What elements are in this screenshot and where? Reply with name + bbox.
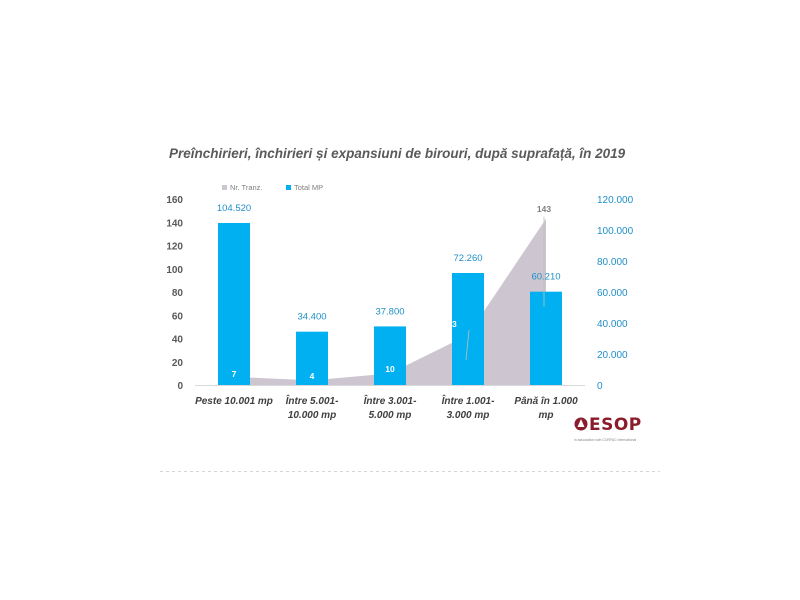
legend-label-nr-tranz: Nr. Tranz.	[230, 183, 263, 192]
area-data-label: 143	[537, 204, 551, 214]
y-left-tick-label: 100	[166, 265, 183, 276]
x-tick-label: Între 5.001-	[286, 394, 339, 407]
area-data-label: 4	[310, 371, 315, 381]
panel-bottom-border	[160, 471, 660, 472]
legend-label-total-mp: Total MP	[294, 183, 323, 192]
x-tick-label: mp	[539, 410, 554, 421]
legend-marker-total-mp	[286, 185, 291, 190]
bar-total-mp	[452, 272, 484, 385]
y-right-tick-label: 100.000	[597, 226, 634, 237]
x-tick-label: 10.000 mp	[288, 410, 336, 421]
y-left-tick-label: 120	[166, 242, 183, 253]
bar-total-mp	[218, 222, 250, 385]
y-right-tick-label: 120.000	[597, 195, 634, 206]
bar-total-mp	[530, 291, 562, 385]
bar-data-label: 104.520	[217, 203, 251, 214]
bar-total-mp	[296, 331, 328, 385]
y-left-tick-label: 0	[177, 381, 183, 392]
x-tick-label: Peste 10.001 mp	[195, 396, 273, 407]
y-left-tick-label: 80	[172, 288, 184, 299]
x-tick-label: 3.000 mp	[447, 410, 490, 421]
area-data-label: 7	[232, 369, 237, 379]
x-tick-label: 5.000 mp	[369, 410, 412, 421]
data-label-leader-line	[465, 329, 470, 361]
y-right-tick-label: 40.000	[597, 319, 628, 330]
esop-logo-icon	[574, 417, 588, 431]
y-left-tick-label: 20	[172, 358, 184, 369]
area-data-label: 43	[447, 319, 457, 329]
bar-data-label: 72.260	[453, 253, 482, 264]
bar-total-mp	[374, 326, 406, 385]
y-right-tick-label: 60.000	[597, 288, 628, 299]
bar-data-label: 34.400	[297, 312, 326, 323]
area-data-label: 10	[385, 364, 395, 374]
y-left-tick-label: 160	[166, 195, 183, 206]
x-tick-label: Între 3.001-	[364, 394, 417, 407]
y-right-tick-label: 80.000	[597, 257, 628, 268]
x-tick-label: Până în 1.000	[514, 396, 578, 407]
bar-data-label: 37.800	[375, 306, 404, 317]
y-left-tick-label: 40	[172, 335, 184, 346]
x-tick-label: Între 1.001-	[442, 394, 495, 407]
bar-data-label: 60.210	[531, 272, 560, 283]
esop-logo: ESOP in association with CORFAC Internat…	[574, 415, 644, 445]
y-right-tick-label: 0	[597, 381, 603, 392]
y-left-tick-label: 60	[172, 311, 184, 322]
y-left-tick-label: 140	[166, 218, 183, 229]
logo-name: ESOP	[589, 415, 642, 435]
legend-marker-nr-tranz	[222, 185, 227, 190]
chart-title: Preînchirieri, închirieri și expansiuni …	[169, 146, 626, 161]
y-right-tick-label: 20.000	[597, 350, 628, 361]
logo-tagline: in association with CORFAC International	[574, 438, 637, 442]
